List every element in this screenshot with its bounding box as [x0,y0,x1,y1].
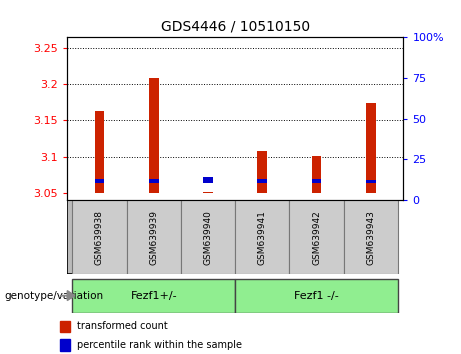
Text: GSM639939: GSM639939 [149,210,158,265]
Bar [312,156,321,193]
Bar [60,339,70,351]
Text: genotype/variation: genotype/variation [5,291,104,301]
Bar [312,179,321,183]
Text: GSM639938: GSM639938 [95,210,104,265]
Bar [95,111,104,193]
FancyBboxPatch shape [127,200,181,274]
Text: transformed count: transformed count [77,321,168,331]
FancyBboxPatch shape [72,200,127,274]
FancyBboxPatch shape [343,200,398,274]
Text: Fezf1 -/-: Fezf1 -/- [294,291,339,301]
Text: GSM639943: GSM639943 [366,210,375,265]
FancyBboxPatch shape [290,200,343,274]
Bar [149,79,159,193]
FancyBboxPatch shape [235,200,290,274]
Bar [203,177,213,183]
Text: GSM639940: GSM639940 [203,210,213,265]
Text: GSM639942: GSM639942 [312,210,321,264]
Bar [95,179,104,183]
Bar [366,103,376,193]
FancyBboxPatch shape [235,279,398,313]
FancyBboxPatch shape [67,200,392,274]
Bar [257,151,267,193]
Bar [203,192,213,193]
Text: percentile rank within the sample: percentile rank within the sample [77,340,242,350]
FancyBboxPatch shape [181,200,235,274]
Bar [257,179,267,183]
Bar [149,179,159,183]
Text: GSM639941: GSM639941 [258,210,267,265]
Text: Fezf1+/-: Fezf1+/- [130,291,177,301]
FancyBboxPatch shape [72,279,235,313]
Title: GDS4446 / 10510150: GDS4446 / 10510150 [160,19,310,33]
Bar [60,321,70,332]
Bar [366,180,376,183]
